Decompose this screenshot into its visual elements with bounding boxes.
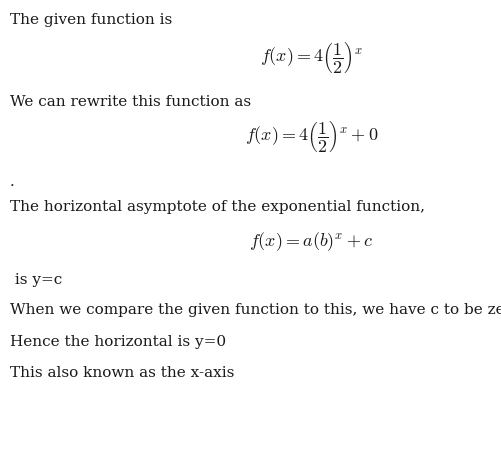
Text: $f(x) = 4\left(\dfrac{1}{2}\right)^{x}$: $f(x) = 4\left(\dfrac{1}{2}\right)^{x}$ [259, 39, 362, 75]
Text: This also known as the x-axis: This also known as the x-axis [10, 366, 234, 380]
Text: When we compare the given function to this, we have c to be zero.: When we compare the given function to th… [10, 303, 501, 317]
Text: The horizontal asymptote of the exponential function,: The horizontal asymptote of the exponent… [10, 200, 424, 214]
Text: .: . [10, 175, 15, 189]
Text: We can rewrite this function as: We can rewrite this function as [10, 96, 250, 109]
Text: Hence the horizontal is y=0: Hence the horizontal is y=0 [10, 335, 226, 349]
Text: $f(x) = 4\left(\dfrac{1}{2}\right)^{x} + 0$: $f(x) = 4\left(\dfrac{1}{2}\right)^{x} +… [244, 118, 377, 155]
Text: $f(x) = a(b)^{x} + c$: $f(x) = a(b)^{x} + c$ [248, 231, 373, 253]
Text: is y=c: is y=c [10, 273, 62, 287]
Text: The given function is: The given function is [10, 14, 172, 27]
